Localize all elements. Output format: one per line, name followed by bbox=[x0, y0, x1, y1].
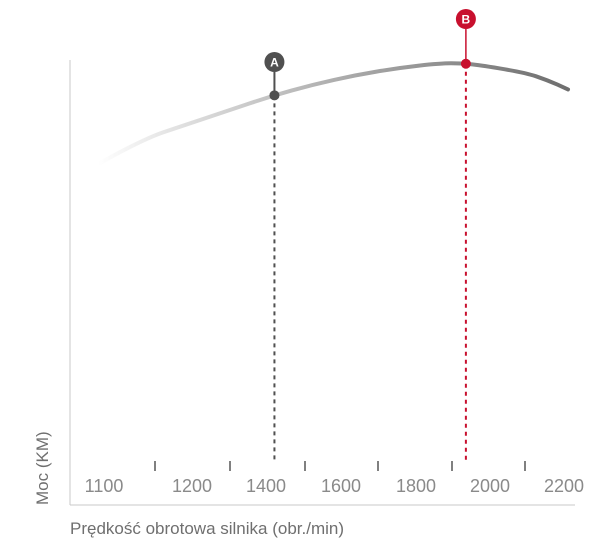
marker-b: B bbox=[455, 9, 476, 460]
marker-badge bbox=[264, 52, 285, 72]
x-tick-label: 1200 bbox=[172, 476, 212, 496]
y-axis-title: Moc (KM) bbox=[33, 431, 52, 505]
marker-label: B bbox=[462, 13, 471, 27]
x-tick-label: 1600 bbox=[321, 476, 361, 496]
x-tick-label: 1800 bbox=[396, 476, 436, 496]
markers-group: AB bbox=[264, 9, 476, 460]
marker-label: A bbox=[270, 56, 279, 70]
x-tick-label: 1400 bbox=[246, 476, 286, 496]
x-axis-title: Prędkość obrotowa silnika (obr./min) bbox=[70, 519, 344, 538]
x-axis-tick-labels: 1100 1200 1400 1600 1800 2000 2200 bbox=[85, 476, 584, 496]
power-curve-line bbox=[98, 61, 570, 165]
x-axis-ticks bbox=[154, 461, 526, 471]
marker-badge bbox=[455, 9, 476, 29]
marker-point bbox=[460, 58, 471, 69]
x-tick-label: 2200 bbox=[544, 476, 584, 496]
x-tick-label: 1100 bbox=[85, 476, 124, 496]
marker-point bbox=[269, 90, 280, 101]
x-tick-label: 2000 bbox=[470, 476, 510, 496]
marker-a: A bbox=[264, 52, 285, 460]
